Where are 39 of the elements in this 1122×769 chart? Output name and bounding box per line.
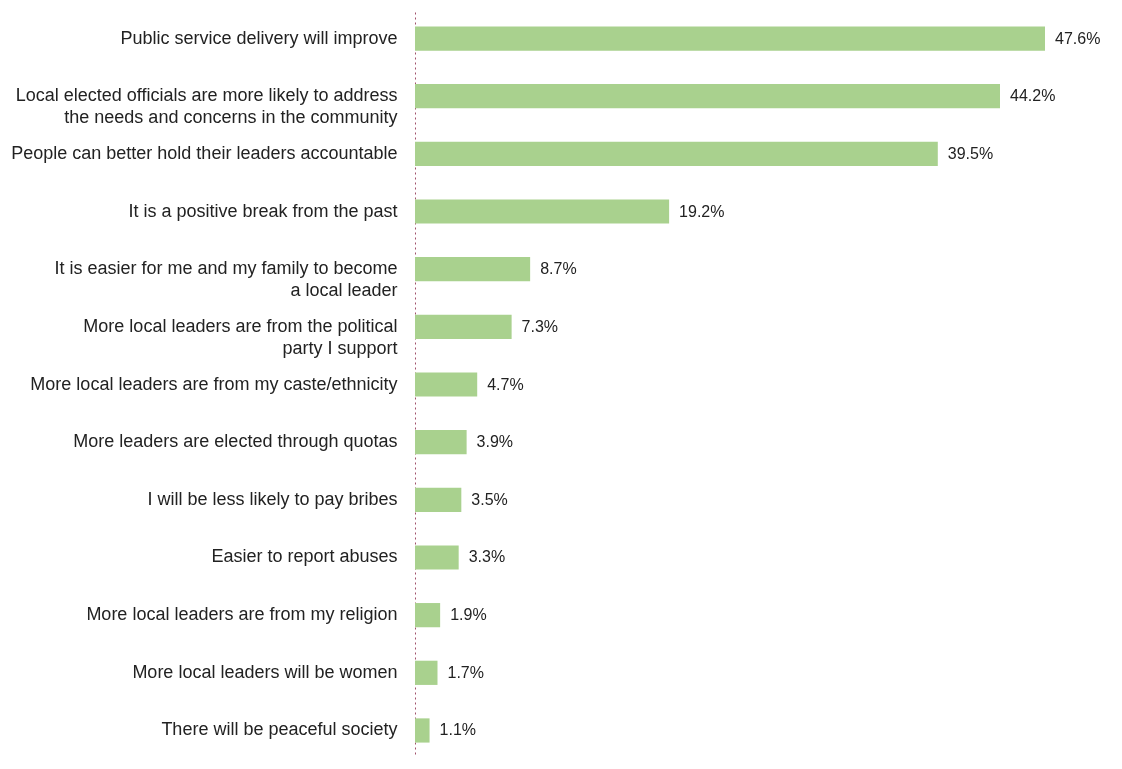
data-label: 7.3% xyxy=(521,317,559,335)
y-tick-label: More local leaders are from the political party I support xyxy=(83,315,398,358)
data-label: 3.9% xyxy=(476,433,514,451)
y-tick-label: People can better hold their leaders accountable xyxy=(11,142,398,163)
data-label: 4.7% xyxy=(487,375,524,393)
y-tick-label: Local elected officials are more likely to address the needs and concerns in the community xyxy=(15,85,398,128)
data-label: 8.7% xyxy=(540,260,577,278)
bar xyxy=(415,718,430,743)
data-label: 47.6% xyxy=(1055,29,1101,47)
data-label: 39.5% xyxy=(947,144,994,162)
data-label: 1.9% xyxy=(450,606,487,624)
y-tick-label: I will be less likely to pay bribes xyxy=(147,488,398,509)
bar xyxy=(415,257,531,282)
y-tick-label: More local leaders will be women xyxy=(132,661,398,682)
bar xyxy=(415,430,467,455)
y-tick-label: More local leaders are from my caste/ethnicity xyxy=(30,373,398,394)
y-tick-label: It is easier for me and my family to become a local leader xyxy=(54,258,398,301)
bar xyxy=(415,84,1000,109)
y-tick-label: More local leaders are from my religion xyxy=(86,604,398,625)
bar xyxy=(415,314,512,339)
bar xyxy=(415,660,438,685)
data-label: 1.1% xyxy=(439,721,477,739)
y-tick-label: It is a positive break from the past xyxy=(128,200,398,221)
data-label: 3.3% xyxy=(468,548,506,566)
bar xyxy=(415,26,1045,51)
bar xyxy=(415,199,670,224)
y-tick-label: Easier to report abuses xyxy=(211,546,398,567)
bar xyxy=(415,141,938,166)
y-tick-label: Public service delivery will improve xyxy=(120,27,398,48)
data-label: 19.2% xyxy=(679,202,725,220)
bar xyxy=(415,603,441,628)
bar xyxy=(415,487,462,512)
y-tick-label: More leaders are elected through quotas xyxy=(73,431,398,452)
bar xyxy=(415,545,459,570)
y-tick-label: There will be peaceful society xyxy=(161,719,398,740)
data-label: 1.7% xyxy=(447,663,484,681)
data-label: 3.5% xyxy=(471,490,508,508)
data-label: 44.2% xyxy=(1010,87,1056,105)
bar xyxy=(415,372,478,397)
